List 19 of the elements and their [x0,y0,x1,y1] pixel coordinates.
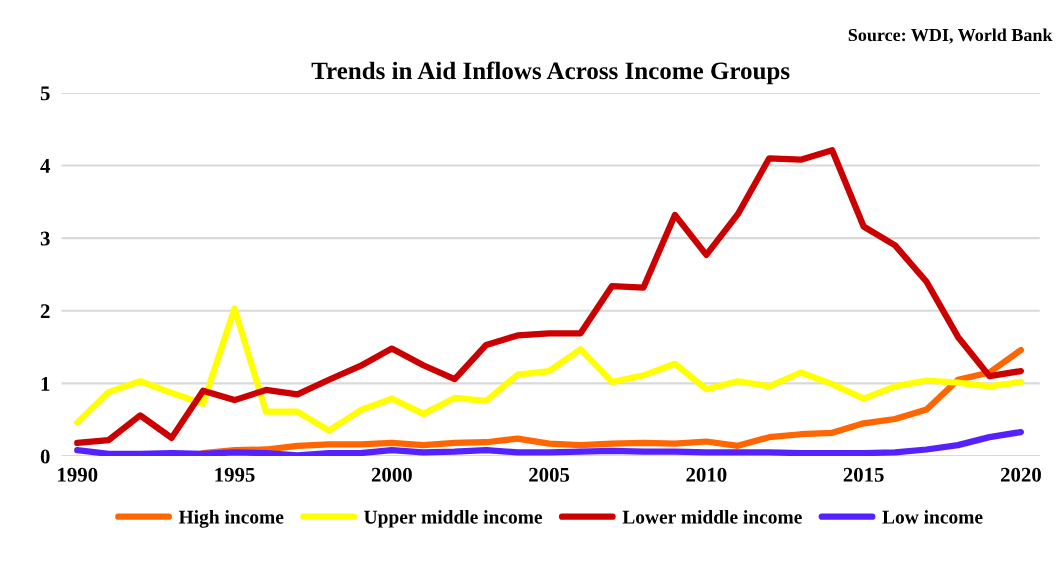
chart-title: Trends in Aid Inflows Across Income Groups [311,61,790,85]
x-tick-label: 1990 [58,467,98,482]
x-tick-label: 2015 [843,467,884,482]
y-tick-label: 3 [40,231,50,246]
source-note: Source: WDI, World Bank [848,28,1053,44]
x-tick-label: 2005 [529,467,570,482]
y-tick-label: 4 [40,159,51,173]
x-tick-label: 2010 [686,467,727,482]
x-tick-label: 1995 [215,467,255,482]
y-tick-label: 0 [40,449,50,464]
x-tick-label: 2000 [371,467,412,482]
legend-label: Upper middle income [364,509,543,528]
legend-label: Lower middle income [622,509,802,524]
legend-label: Low income [882,509,983,524]
y-tick-label: 2 [40,304,50,318]
x-tick-label: 2020 [1000,467,1041,482]
y-tick-label: 1 [41,376,50,391]
legend-label: High income [178,509,284,528]
y-tick-label: 5 [40,86,50,101]
